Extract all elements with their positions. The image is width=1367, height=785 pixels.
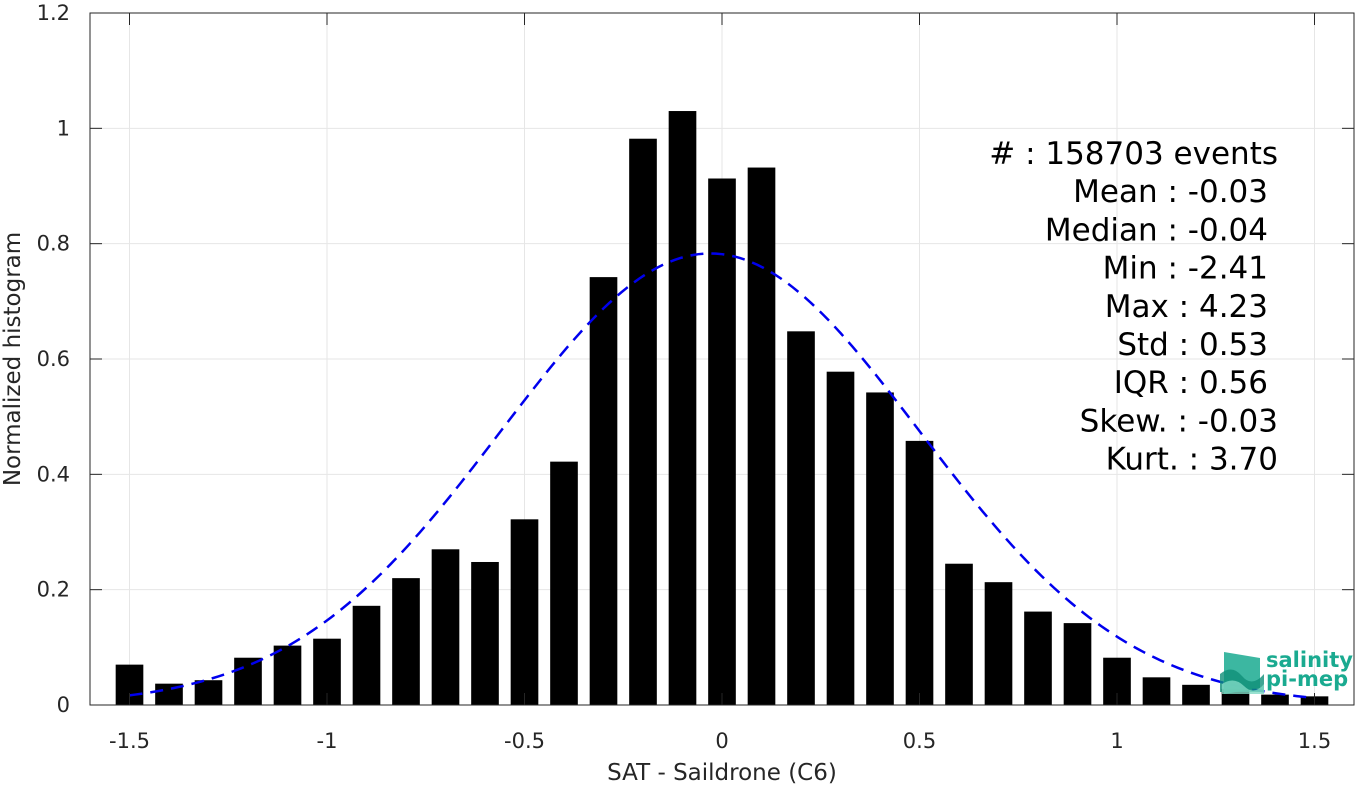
logo-icon <box>1220 652 1264 694</box>
stat-line: Median : -0.04 <box>1045 212 1268 248</box>
tick-marks <box>90 12 1354 706</box>
logo-line2: pi-mep <box>1266 667 1348 691</box>
histogram-bar <box>1024 611 1052 705</box>
histogram-bar <box>629 138 657 706</box>
stat-line: Kurt. : 3.70 <box>1106 442 1278 478</box>
y-tick-label: 0.4 <box>37 462 70 486</box>
stat-line: Mean : -0.03 <box>1073 174 1268 210</box>
histogram-bar <box>945 563 973 705</box>
y-tick-label: 1.2 <box>37 1 70 25</box>
x-axis-label: SAT - Saildrone (C6) <box>607 760 837 785</box>
y-tick-label: 0 <box>57 693 70 717</box>
histogram-bar <box>234 657 262 705</box>
stat-line: # : 158703 events <box>989 136 1278 172</box>
x-tick-label: 1.5 <box>1298 729 1331 753</box>
histogram-bar <box>668 111 697 706</box>
stat-line: Max : 4.23 <box>1105 289 1268 325</box>
x-tick-label: 1 <box>1110 729 1123 753</box>
histogram-bar <box>826 371 855 705</box>
x-tick-labels: -1.5 -1 -0.5 0 0.5 1 1.5 <box>109 729 1331 753</box>
histogram-bar <box>510 519 539 705</box>
stat-line: IQR : 0.56 <box>1114 365 1268 401</box>
histogram-bar <box>1261 694 1289 705</box>
bars <box>115 111 1329 706</box>
y-axis-label: Normalized histogram <box>0 232 26 486</box>
x-tick-label: 0.5 <box>903 729 936 753</box>
histogram-bar <box>392 578 420 705</box>
histogram-bar <box>471 561 499 705</box>
y-tick-label: 1 <box>57 116 70 140</box>
y-tick-labels: 0 0.2 0.4 0.6 0.8 1 1.2 <box>37 1 70 717</box>
x-tick-label: 0 <box>715 729 728 753</box>
histogram-bar <box>984 582 1013 705</box>
histogram-bar <box>905 440 934 705</box>
stat-line: Std : 0.53 <box>1117 327 1268 363</box>
x-tick-label: -1 <box>317 729 338 753</box>
y-tick-label: 0.6 <box>37 347 70 371</box>
stat-line: Min : -2.41 <box>1103 251 1268 287</box>
histogram-bar <box>155 683 183 705</box>
gaussian-fit-curve <box>129 252 1315 700</box>
histogram-bar <box>194 680 223 705</box>
salinity-pi-mep-logo: salinity pi-mep <box>1220 648 1353 694</box>
stat-line: Skew. : -0.03 <box>1080 403 1278 439</box>
histogram-bar <box>787 331 815 705</box>
x-tick-label: -1.5 <box>109 729 150 753</box>
histogram-bar <box>866 392 894 705</box>
histogram-bar <box>352 605 381 705</box>
x-tick-label: -0.5 <box>504 729 545 753</box>
y-tick-label: 0.2 <box>37 578 70 602</box>
logo-line1: salinity <box>1266 648 1353 672</box>
histogram-bar <box>589 277 618 705</box>
histogram-bar <box>273 645 302 705</box>
histogram-bar <box>708 178 736 706</box>
histogram-bar <box>747 167 776 706</box>
histogram-bar <box>550 461 578 705</box>
histogram-bar <box>431 549 460 705</box>
histogram-bar <box>1182 684 1210 705</box>
histogram-bar <box>1063 623 1092 705</box>
histogram-bar <box>1142 677 1171 705</box>
y-tick-label: 0.8 <box>37 232 70 256</box>
